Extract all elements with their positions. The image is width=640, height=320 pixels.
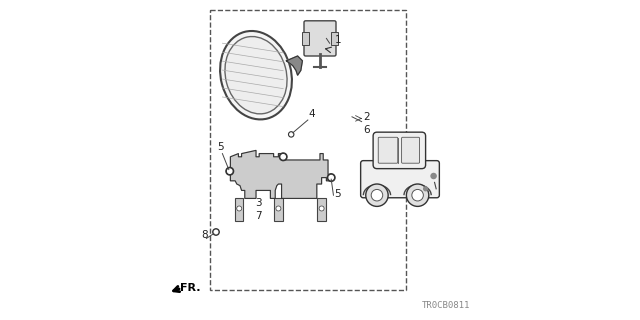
Circle shape — [431, 173, 436, 179]
Circle shape — [237, 206, 242, 211]
Ellipse shape — [220, 31, 292, 119]
Circle shape — [280, 153, 287, 161]
Polygon shape — [287, 56, 302, 75]
Circle shape — [214, 230, 218, 234]
Circle shape — [276, 206, 281, 211]
Text: 5: 5 — [334, 189, 341, 199]
Polygon shape — [230, 150, 332, 198]
Circle shape — [366, 184, 388, 206]
FancyBboxPatch shape — [373, 132, 426, 169]
Circle shape — [371, 189, 383, 201]
Bar — [210, 10, 406, 290]
Circle shape — [319, 206, 324, 211]
Circle shape — [289, 132, 294, 137]
Text: 2: 2 — [364, 112, 370, 122]
Text: 4: 4 — [309, 109, 316, 119]
Circle shape — [412, 189, 424, 201]
FancyBboxPatch shape — [402, 137, 420, 163]
Circle shape — [281, 155, 285, 159]
Circle shape — [212, 229, 219, 235]
Circle shape — [290, 133, 292, 136]
Bar — [332, 32, 338, 45]
Bar — [302, 32, 308, 45]
Text: FR.: FR. — [180, 283, 200, 293]
Circle shape — [424, 187, 428, 191]
Circle shape — [406, 184, 429, 206]
FancyBboxPatch shape — [304, 21, 336, 56]
Text: 8: 8 — [201, 230, 207, 240]
Text: TR0CB0811: TR0CB0811 — [422, 301, 470, 310]
Bar — [317, 198, 326, 221]
Circle shape — [226, 167, 234, 175]
Bar — [274, 198, 284, 221]
Text: 6: 6 — [364, 125, 370, 135]
Text: 7: 7 — [255, 211, 262, 221]
Circle shape — [228, 169, 232, 173]
FancyBboxPatch shape — [361, 161, 440, 198]
FancyBboxPatch shape — [378, 137, 398, 163]
Circle shape — [328, 174, 335, 181]
Text: 3: 3 — [255, 198, 262, 208]
Text: 5: 5 — [217, 142, 223, 152]
Bar — [236, 198, 243, 221]
Circle shape — [329, 175, 333, 180]
Ellipse shape — [225, 36, 287, 114]
Text: 1: 1 — [334, 35, 341, 45]
